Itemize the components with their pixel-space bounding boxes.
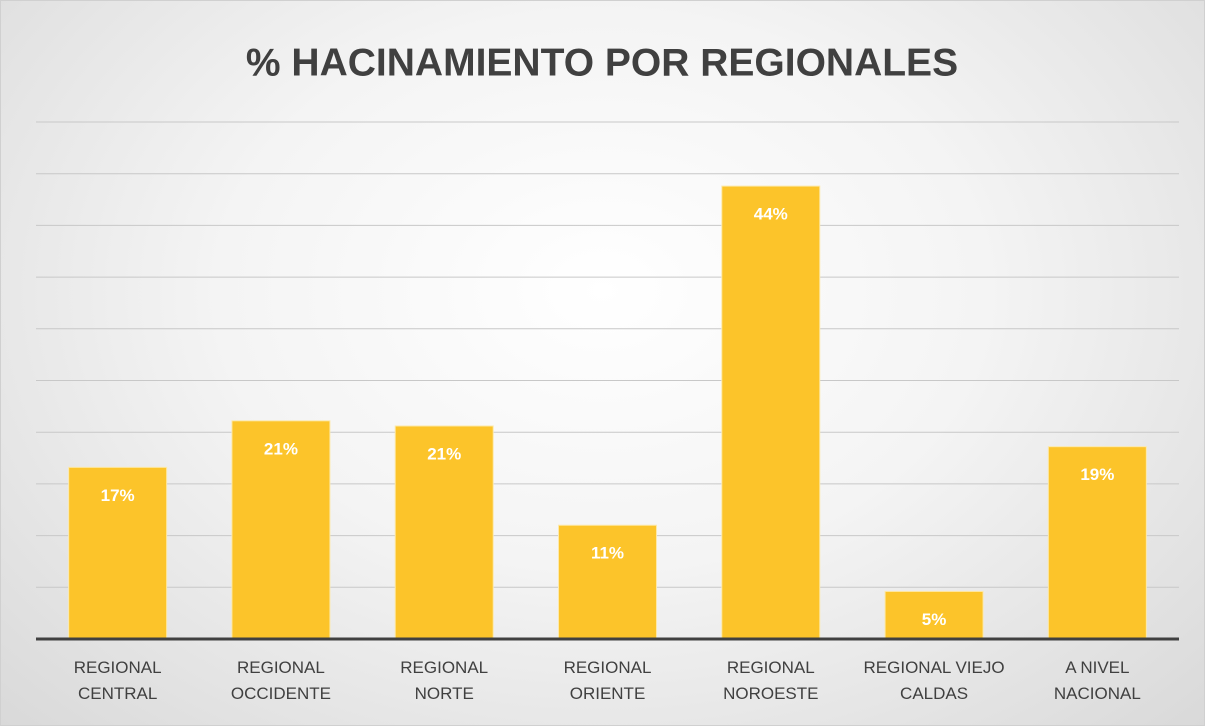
data-label: 17% [101, 486, 135, 505]
chart-title: % HACINAMIENTO POR REGIONALES [246, 41, 958, 84]
x-tick-label: REGIONAL OCCIDENTE [230, 658, 331, 703]
x-tick-label: REGIONAL NORTE [400, 658, 489, 703]
data-label: 11% [591, 544, 624, 563]
bar [68, 466, 168, 640]
x-tick-label: REGIONAL VIEJO CALDAS [863, 658, 1005, 703]
bar [558, 524, 657, 640]
x-tick-label: REGIONAL ORIENTE [563, 658, 652, 703]
data-label: 5% [922, 610, 947, 629]
bar [394, 425, 494, 640]
x-tick-label: A NIVEL NACIONAL [1053, 658, 1141, 703]
x-tick-label: REGIONAL CENTRAL [73, 658, 162, 703]
data-label: 21% [427, 444, 461, 463]
bar [1047, 446, 1147, 640]
bar [884, 590, 984, 640]
data-label: 19% [1080, 465, 1114, 484]
bar [721, 185, 821, 640]
data-label: 44% [754, 205, 788, 224]
x-tick-label: REGIONAL NOROESTE [723, 658, 819, 703]
bar [231, 420, 331, 640]
data-label: 21% [264, 439, 298, 458]
